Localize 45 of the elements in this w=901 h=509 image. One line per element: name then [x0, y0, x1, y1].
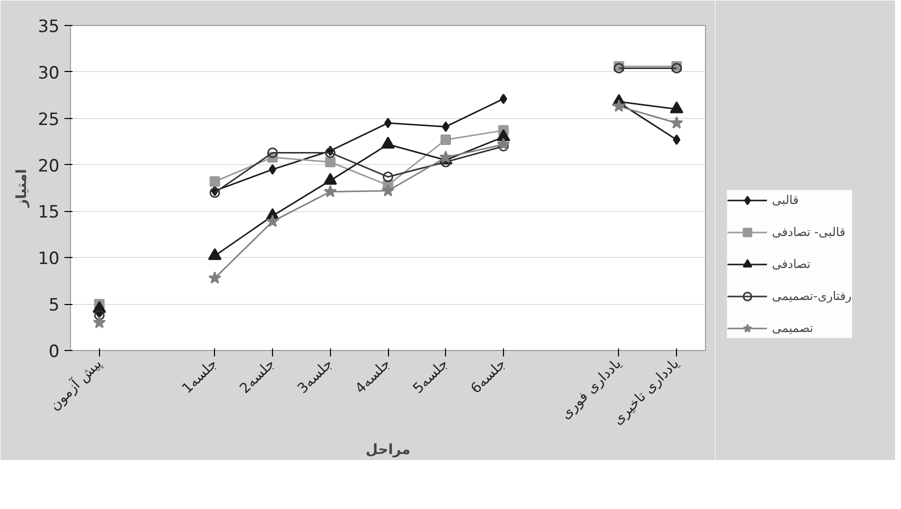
point	[440, 156, 451, 168]
x-tick-label: جلسه4	[352, 356, 394, 397]
point	[670, 116, 684, 129]
point	[324, 184, 337, 198]
point	[208, 271, 222, 284]
point	[672, 134, 680, 145]
point	[210, 176, 220, 187]
legend-label: قالبی	[772, 193, 799, 207]
point	[440, 134, 451, 145]
y-tick-label: 5	[48, 296, 60, 316]
legend-label: تصادفی	[772, 257, 810, 271]
y-tick-label: 25	[38, 110, 60, 130]
point	[267, 147, 278, 158]
x-axis-title: مراحل	[366, 442, 410, 458]
y-tick-label: 10	[38, 249, 60, 270]
x-tick-label: جلسه1	[179, 356, 220, 397]
point	[497, 138, 510, 150]
point	[208, 248, 222, 260]
point	[498, 140, 509, 152]
point	[382, 172, 394, 182]
y-axis-title: امتیاز	[14, 168, 30, 208]
x-tick-label: جلسه6	[468, 356, 510, 397]
y-tick-label: 20	[38, 156, 60, 176]
legend-label: قالبی- تصادفی	[772, 225, 846, 239]
x-tick-label: جلسه2	[237, 356, 278, 397]
point	[325, 156, 336, 168]
point	[496, 129, 510, 142]
point	[92, 316, 106, 328]
point	[384, 118, 392, 128]
y-tick-label: 30	[38, 63, 60, 84]
point	[268, 164, 276, 175]
legend-label: تصمیمی	[772, 321, 814, 335]
point	[612, 100, 626, 112]
y-tick-label: 35	[38, 17, 60, 37]
point	[381, 136, 395, 149]
point	[324, 172, 338, 185]
point	[442, 121, 450, 132]
point	[382, 184, 394, 196]
x-tick-label: جلسه5	[410, 356, 452, 397]
x-tick-label: جلسه3	[294, 356, 336, 397]
y-tick-label: 15	[38, 202, 60, 223]
point	[266, 214, 279, 228]
point	[500, 94, 508, 104]
legend-label: رفتاری-تصمیمی	[772, 289, 852, 303]
y-tick-label: 0	[48, 342, 60, 362]
